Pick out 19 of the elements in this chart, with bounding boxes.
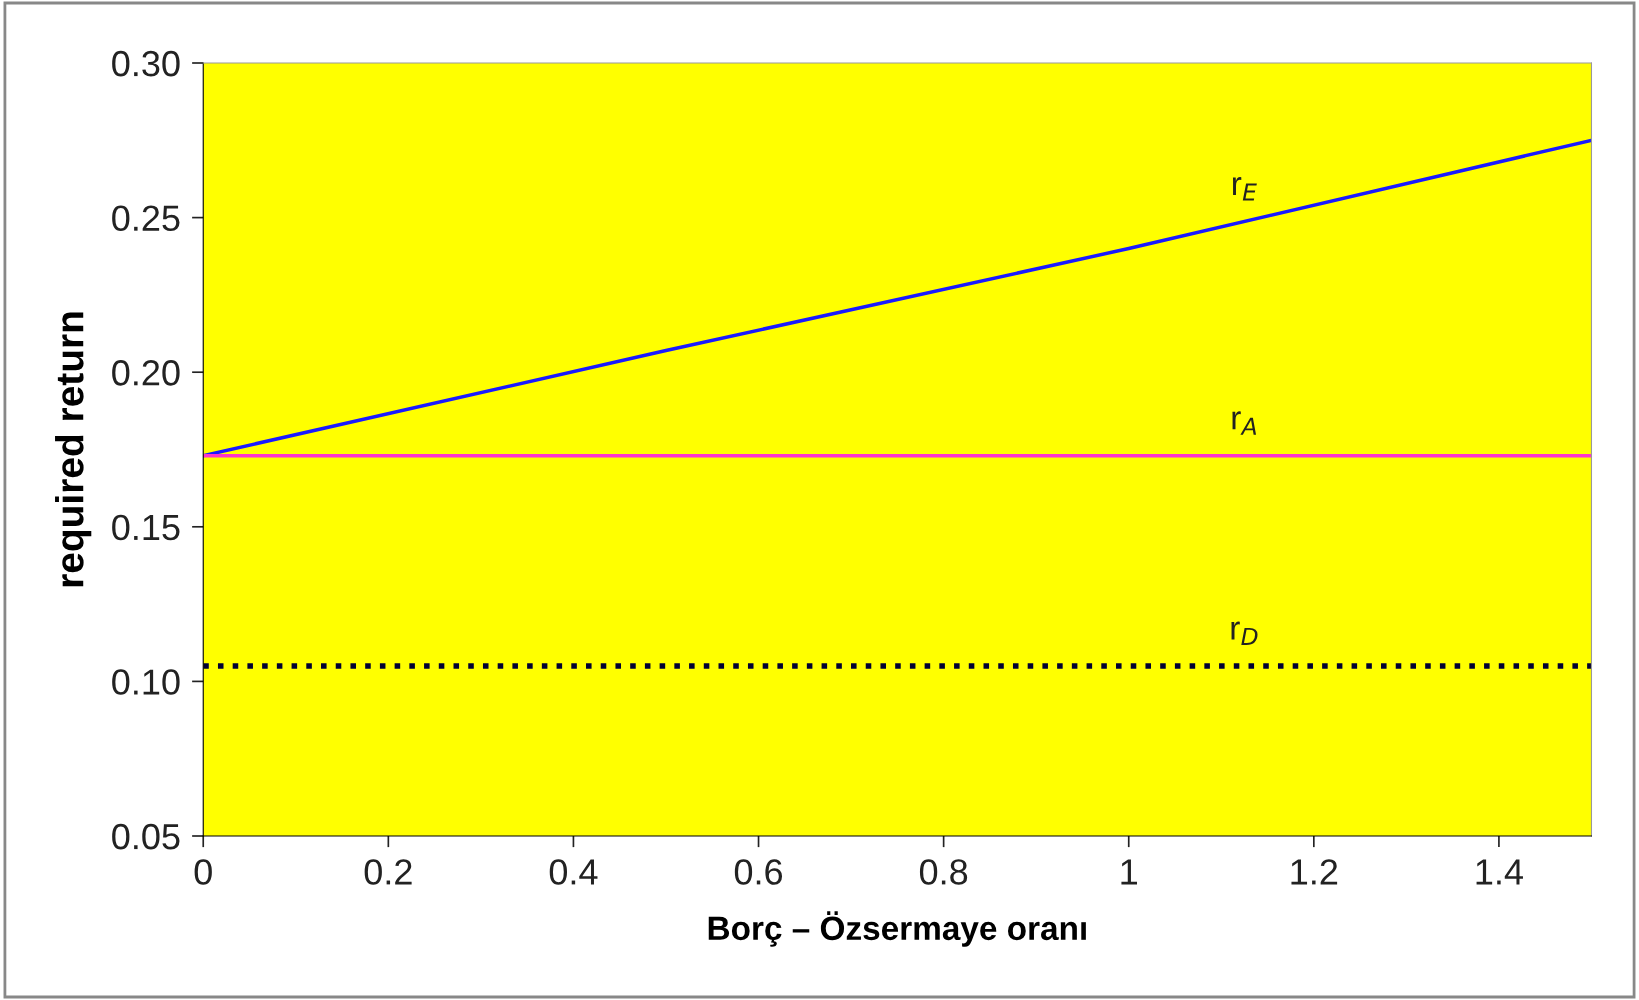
y-tick-label: 0.30 [112, 50, 180, 77]
x-axis-title: Borç – Özsermaye oranı [708, 911, 1086, 947]
x-tick-label: 0 [194, 859, 212, 885]
y-axis-title: required return [55, 312, 92, 587]
x-tick-label: 1.4 [1476, 859, 1523, 885]
series-label: r$_{D}$ [1231, 621, 1258, 645]
x-tick-label: 0.6 [734, 859, 783, 885]
x-tick-label: 1 [1121, 859, 1137, 885]
y-tick-label: 0.25 [112, 205, 180, 232]
series-label: r$_{E}$ [1232, 177, 1257, 201]
x-tick-label: 1.2 [1291, 859, 1338, 885]
y-tick-label: 0.15 [112, 514, 180, 541]
y-tick-label: 0.05 [112, 823, 180, 850]
x-tick-label: 0.4 [549, 859, 598, 885]
y-tick-label: 0.20 [112, 360, 180, 386]
x-tick-label: 0.8 [919, 859, 968, 885]
series-label: r$_{A}$ [1232, 411, 1257, 435]
y-tick-label: 0.10 [112, 669, 180, 695]
x-tick-label: 0.2 [364, 859, 412, 885]
